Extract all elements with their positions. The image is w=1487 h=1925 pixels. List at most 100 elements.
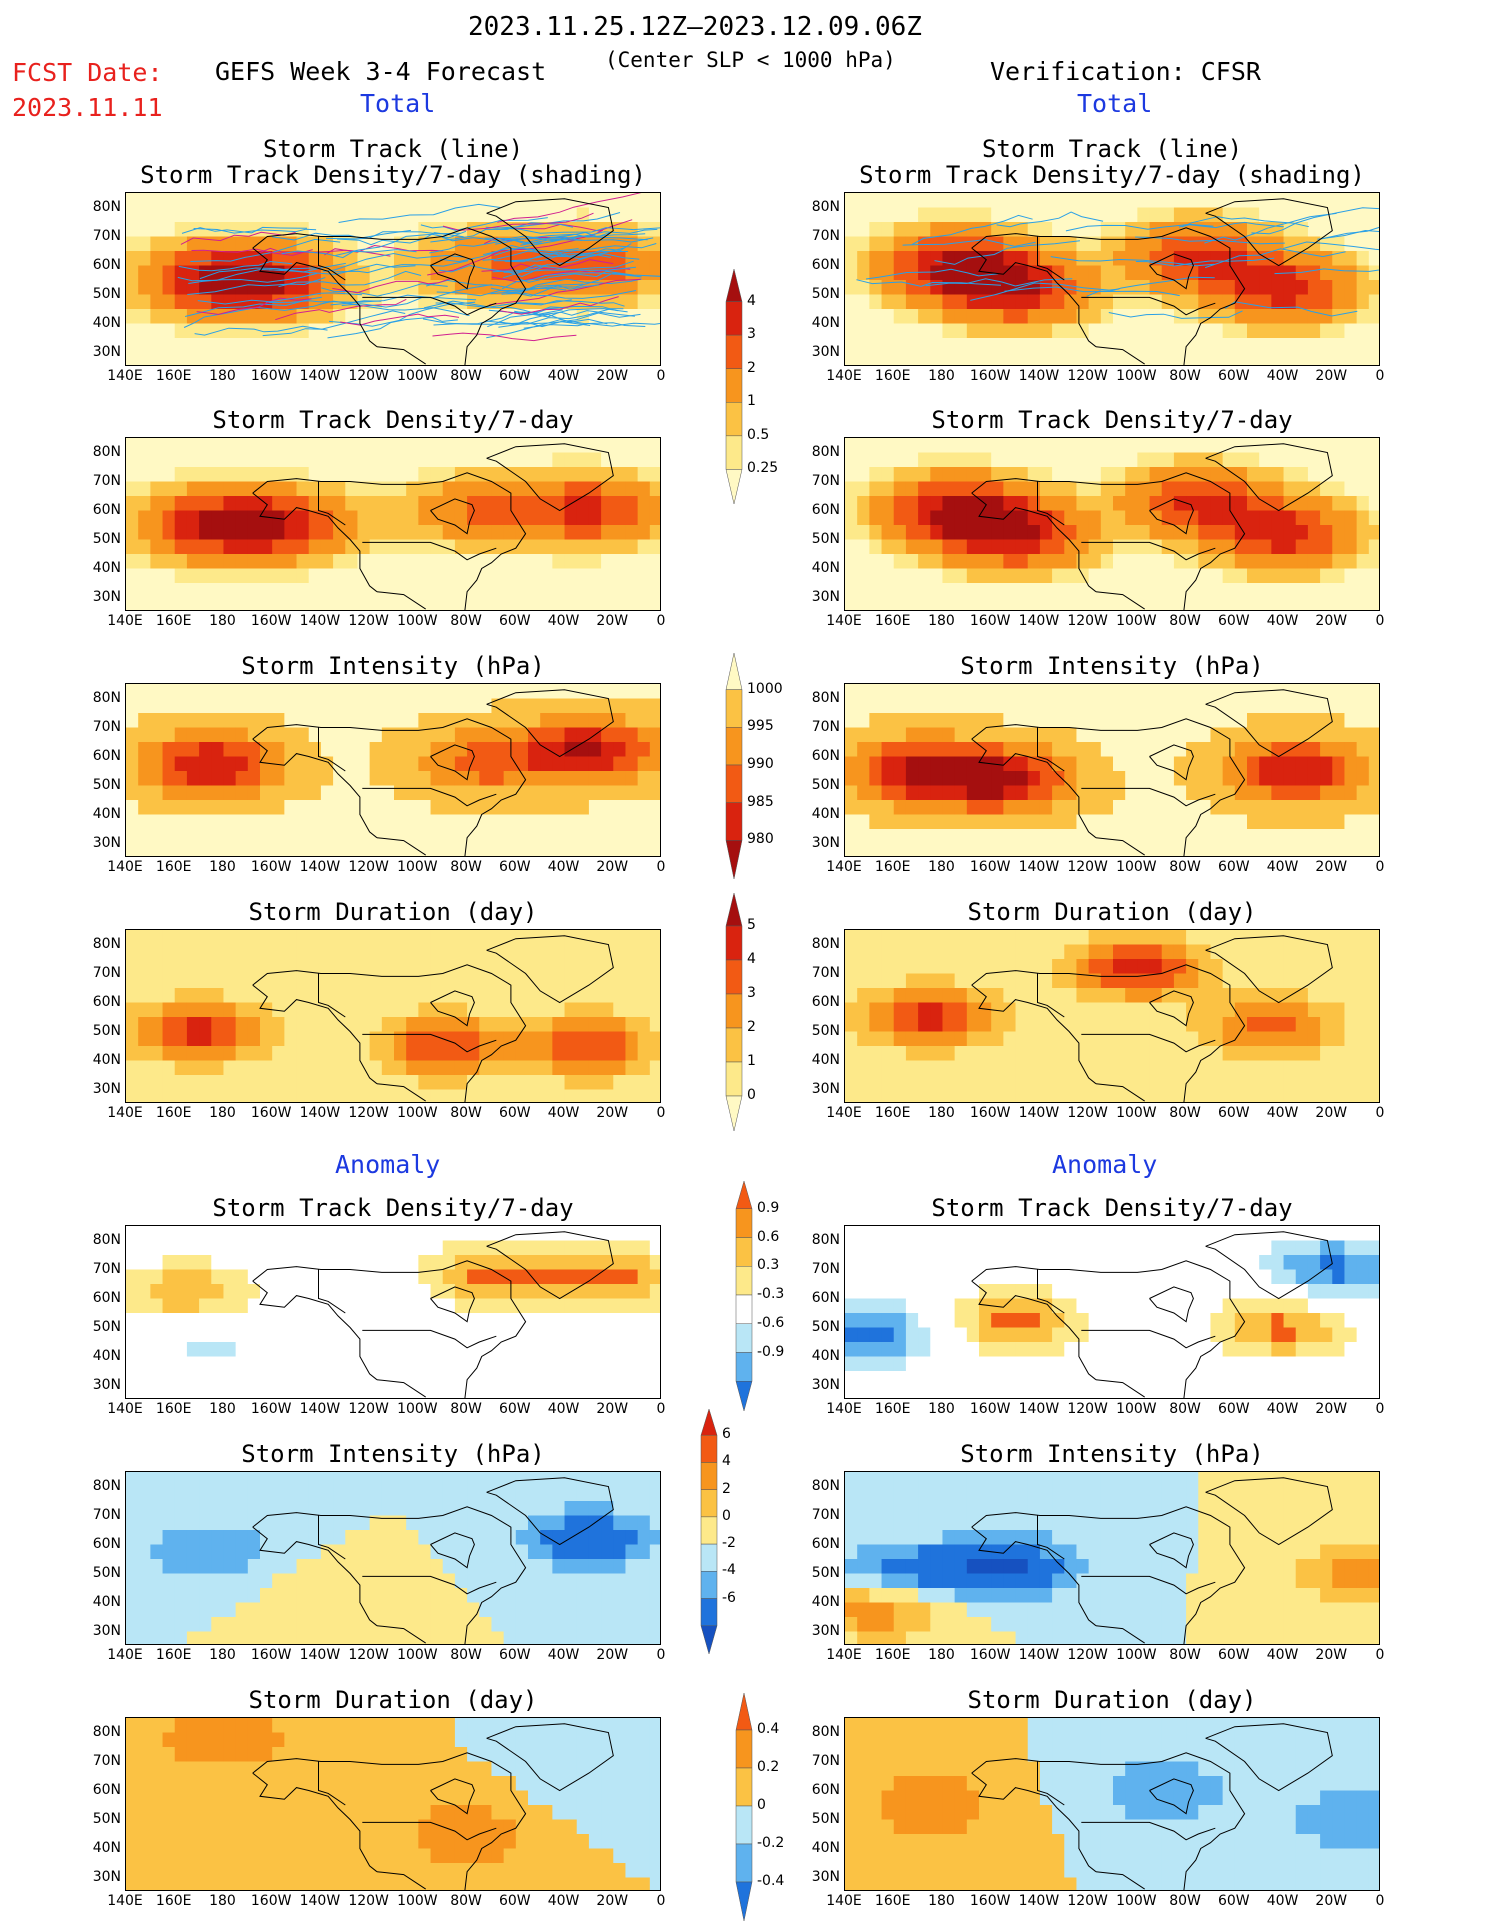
heatmap-cell xyxy=(235,583,249,599)
heatmap-cell xyxy=(454,771,468,787)
heatmap-cell xyxy=(649,1226,660,1242)
heatmap-cell xyxy=(442,1046,456,1062)
panel-title-line: Storm Track (line) xyxy=(981,135,1243,163)
coastline xyxy=(1037,236,1065,281)
heatmap-cell xyxy=(126,1269,139,1285)
heatmap-cell xyxy=(1210,481,1224,497)
heatmap-cell xyxy=(174,1327,188,1343)
heatmap-cell xyxy=(308,1240,322,1256)
heatmap-cell xyxy=(211,207,225,223)
heatmap-cell xyxy=(966,251,980,267)
heatmap-cell xyxy=(174,452,188,468)
heatmap-cell xyxy=(1076,1089,1090,1102)
heatmap-cell xyxy=(918,756,931,772)
heatmap-cell xyxy=(503,496,517,512)
heatmap-svg xyxy=(126,684,660,856)
heatmap-cell xyxy=(1113,309,1126,325)
heatmap-cell xyxy=(1295,496,1309,512)
lon-tick-label: 160W xyxy=(969,368,1011,384)
heatmap-cell xyxy=(1137,496,1151,512)
heatmap-cell xyxy=(588,1031,602,1047)
heatmap-cell xyxy=(345,713,359,729)
heatmap-cell xyxy=(637,452,651,468)
heatmap-cell xyxy=(211,554,225,570)
heatmap-cell xyxy=(1186,742,1199,758)
heatmap-cell xyxy=(857,756,870,772)
heatmap-cell xyxy=(1015,352,1029,365)
heatmap-cell xyxy=(223,698,237,714)
heatmap-cell xyxy=(540,1327,553,1343)
heatmap-cell xyxy=(613,583,627,599)
heatmap-cell xyxy=(564,698,578,714)
heatmap-cell xyxy=(966,1075,980,1091)
heatmap-cell xyxy=(503,843,517,856)
heatmap-cell xyxy=(503,1298,517,1314)
heatmap-cell xyxy=(162,496,176,512)
heatmap-cell xyxy=(1186,236,1199,252)
heatmap-cell xyxy=(1149,1075,1163,1091)
heatmap-cell xyxy=(394,554,407,570)
heatmap-cell xyxy=(442,280,456,296)
storm-track xyxy=(500,300,625,307)
heatmap-cell xyxy=(150,1269,164,1285)
heatmap-cell xyxy=(869,568,883,584)
lat-tick-label: 70N xyxy=(811,964,840,981)
heatmap-cell xyxy=(1088,1046,1102,1062)
heatmap-cell xyxy=(442,771,456,787)
heatmap-cell xyxy=(905,294,919,310)
heatmap-cell xyxy=(126,510,139,526)
heatmap-cell xyxy=(1222,352,1236,365)
heatmap-cell xyxy=(576,814,590,830)
heatmap-cell xyxy=(503,323,517,339)
heatmap-cell xyxy=(857,481,870,497)
heatmap-cell xyxy=(1247,236,1260,252)
heatmap-cell xyxy=(515,959,529,975)
heatmap-cell xyxy=(515,1313,529,1329)
coastline xyxy=(1095,1083,1145,1102)
storm-track xyxy=(275,298,407,321)
heatmap-cell xyxy=(1344,1060,1358,1076)
heatmap-cell xyxy=(1186,829,1199,845)
heatmap-cell xyxy=(284,510,298,526)
heatmap-cell xyxy=(345,1226,359,1242)
heatmap-cell xyxy=(394,251,407,267)
heatmap-cell xyxy=(1125,1017,1138,1033)
heatmap-cell xyxy=(1064,785,1078,801)
heatmap-cell xyxy=(1344,510,1358,526)
heatmap-cell xyxy=(138,1313,151,1329)
heatmap-cell xyxy=(369,352,383,365)
coastline xyxy=(318,236,346,281)
heatmap-cell xyxy=(174,280,188,296)
heatmap-cell xyxy=(333,1284,346,1300)
heatmap-cell xyxy=(296,1284,310,1300)
heatmap-cell xyxy=(613,438,627,454)
heatmap-cell xyxy=(235,1269,249,1285)
heatmap-cell xyxy=(1222,1060,1236,1076)
heatmap-cell xyxy=(174,1240,188,1256)
heatmap-cell xyxy=(979,930,992,946)
storm-track xyxy=(332,277,452,294)
heatmap-cell xyxy=(1173,294,1187,310)
heatmap-cell xyxy=(1234,467,1248,483)
heatmap-cell xyxy=(869,742,883,758)
heatmap-cell xyxy=(1125,222,1138,238)
heatmap-cell xyxy=(576,583,590,599)
heatmap-cell xyxy=(162,193,176,209)
heatmap-cell xyxy=(333,222,346,238)
lon-tick-label: 20W xyxy=(596,613,629,629)
heatmap-cell xyxy=(1259,467,1272,483)
heatmap-cell xyxy=(1186,1089,1199,1102)
heatmap-cell xyxy=(138,1002,151,1018)
heatmap-cell xyxy=(1064,1075,1078,1091)
heatmap-cell xyxy=(296,1089,310,1102)
heatmap-cell xyxy=(174,1298,188,1314)
heatmap-cell xyxy=(235,973,249,989)
heatmap-cell xyxy=(1332,251,1346,267)
heatmap-cell xyxy=(625,1327,639,1343)
heatmap-cell xyxy=(881,684,895,700)
heatmap-cell xyxy=(552,1269,566,1285)
heatmap-cell xyxy=(893,222,907,238)
heatmap-cell xyxy=(1307,829,1321,845)
heatmap-cell xyxy=(979,568,992,584)
heatmap-cell xyxy=(966,525,980,541)
